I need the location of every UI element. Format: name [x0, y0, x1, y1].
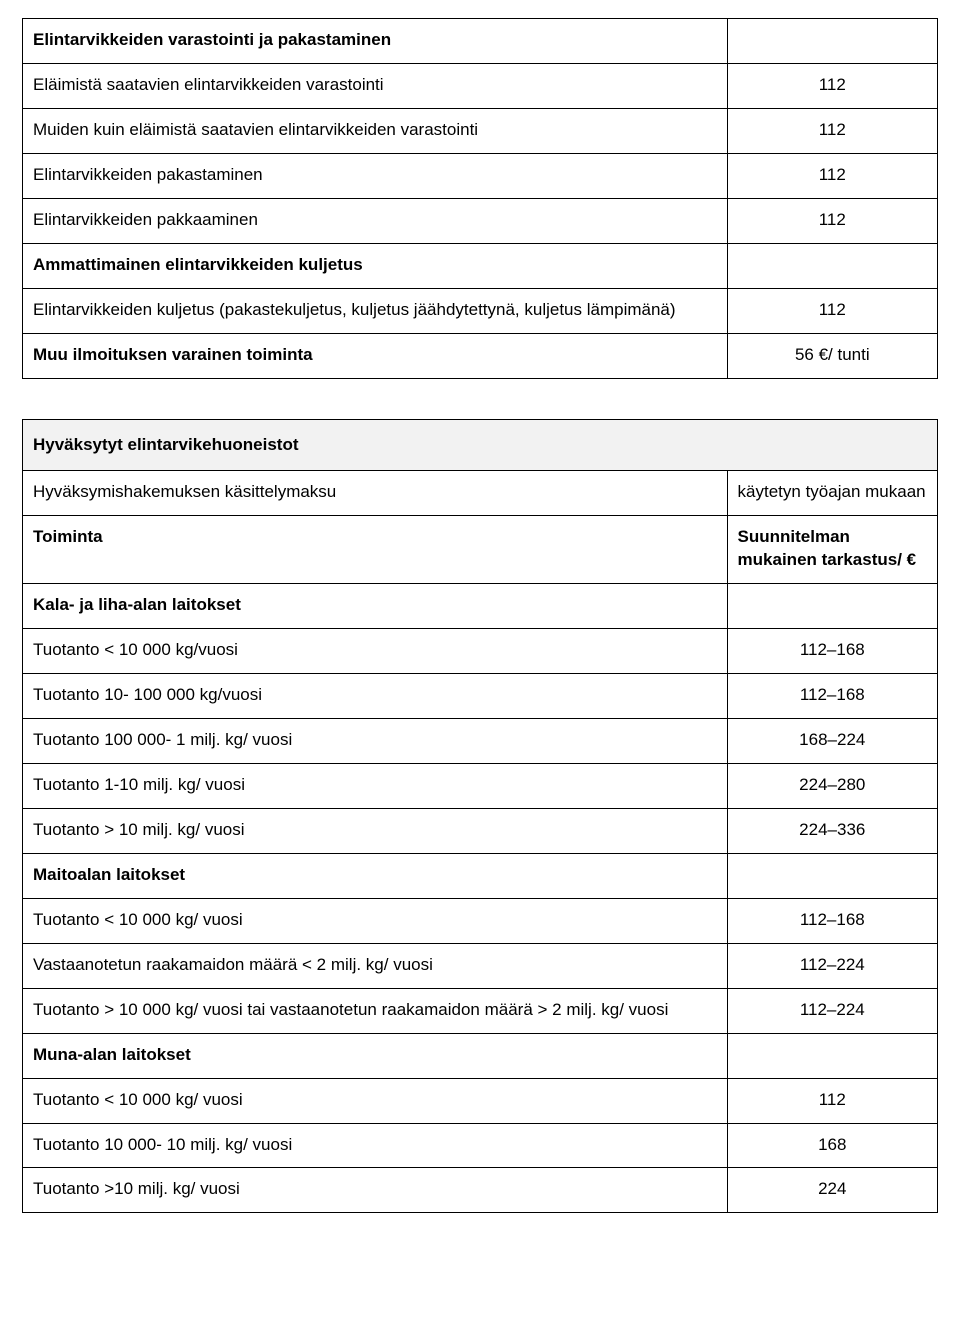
row-value: 112: [727, 108, 937, 153]
row-value: 224: [727, 1168, 937, 1213]
row-label: Hyväksymishakemuksen käsittelymaksu: [23, 471, 728, 516]
table-row: Toiminta Suunnitelman mukainen tarkastus…: [23, 516, 938, 584]
row-label: Tuotanto > 10 000 kg/ vuosi tai vastaano…: [23, 988, 728, 1033]
section-header: Elintarvikkeiden varastointi ja pakastam…: [23, 19, 728, 64]
table-row: Muu ilmoituksen varainen toiminta 56 €/ …: [23, 333, 938, 378]
table-row: Tuotanto 10- 100 000 kg/vuosi 112–168: [23, 674, 938, 719]
row-value: 112: [727, 153, 937, 198]
row-label: Tuotanto < 10 000 kg/vuosi: [23, 629, 728, 674]
table-row: Tuotanto 10 000- 10 milj. kg/ vuosi 168: [23, 1123, 938, 1168]
row-label: Tuotanto 100 000- 1 milj. kg/ vuosi: [23, 719, 728, 764]
table-row: Maitoalan laitokset: [23, 853, 938, 898]
row-value: käytetyn työajan mukaan: [727, 471, 937, 516]
row-label: Elintarvikkeiden kuljetus (pakastekuljet…: [23, 288, 728, 333]
row-label: Tuotanto 10- 100 000 kg/vuosi: [23, 674, 728, 719]
table-row: Hyväksytyt elintarvikehuoneistot: [23, 419, 938, 471]
table-row: Tuotanto 100 000- 1 milj. kg/ vuosi 168–…: [23, 719, 938, 764]
row-label: Tuotanto 10 000- 10 milj. kg/ vuosi: [23, 1123, 728, 1168]
row-label: Tuotanto < 10 000 kg/ vuosi: [23, 898, 728, 943]
row-label: Tuotanto > 10 milj. kg/ vuosi: [23, 808, 728, 853]
table-row: Tuotanto < 10 000 kg/ vuosi 112: [23, 1078, 938, 1123]
subsection-header: Muna-alan laitokset: [23, 1033, 728, 1078]
section-header: Ammattimainen elintarvikkeiden kuljetus: [23, 243, 728, 288]
row-label: Tuotanto >10 milj. kg/ vuosi: [23, 1168, 728, 1213]
table-row: Tuotanto >10 milj. kg/ vuosi 224: [23, 1168, 938, 1213]
row-value: 112: [727, 198, 937, 243]
subsection-header: Maitoalan laitokset: [23, 853, 728, 898]
table-row: Vastaanotetun raakamaidon määrä < 2 milj…: [23, 943, 938, 988]
row-value: 112: [727, 1078, 937, 1123]
table-row: Tuotanto < 10 000 kg/vuosi 112–168: [23, 629, 938, 674]
empty-cell: [727, 243, 937, 288]
row-label: Muiden kuin eläimistä saatavien elintarv…: [23, 108, 728, 153]
table-row: Elintarvikkeiden pakkaaminen 112: [23, 198, 938, 243]
row-label: Tuotanto < 10 000 kg/ vuosi: [23, 1078, 728, 1123]
table-storage-transport: Elintarvikkeiden varastointi ja pakastam…: [22, 18, 938, 379]
table-header: Hyväksytyt elintarvikehuoneistot: [23, 419, 938, 471]
row-value: 168–224: [727, 719, 937, 764]
row-value: 112–224: [727, 943, 937, 988]
table-row: Tuotanto > 10 000 kg/ vuosi tai vastaano…: [23, 988, 938, 1033]
table-row: Elintarvikkeiden pakastaminen 112: [23, 153, 938, 198]
row-value: 112–168: [727, 674, 937, 719]
table-row: Tuotanto 1-10 milj. kg/ vuosi 224–280: [23, 764, 938, 809]
row-value: Suunnitelman mukainen tarkastus/ €: [727, 516, 937, 584]
row-label: Eläimistä saatavien elintarvikkeiden var…: [23, 63, 728, 108]
row-value: 168: [727, 1123, 937, 1168]
table-row: Elintarvikkeiden varastointi ja pakastam…: [23, 19, 938, 64]
table-row: Tuotanto > 10 milj. kg/ vuosi 224–336: [23, 808, 938, 853]
spacer: [22, 379, 938, 419]
table-row: Elintarvikkeiden kuljetus (pakastekuljet…: [23, 288, 938, 333]
row-label: Tuotanto 1-10 milj. kg/ vuosi: [23, 764, 728, 809]
empty-cell: [727, 1033, 937, 1078]
row-label: Vastaanotetun raakamaidon määrä < 2 milj…: [23, 943, 728, 988]
empty-cell: [727, 853, 937, 898]
subsection-header: Kala- ja liha-alan laitokset: [23, 584, 728, 629]
table-row: Tuotanto < 10 000 kg/ vuosi 112–168: [23, 898, 938, 943]
row-value: 112–168: [727, 629, 937, 674]
table-row: Muna-alan laitokset: [23, 1033, 938, 1078]
table-row: Ammattimainen elintarvikkeiden kuljetus: [23, 243, 938, 288]
row-value: 56 €/ tunti: [727, 333, 937, 378]
row-value: 112: [727, 63, 937, 108]
table-row: Hyväksymishakemuksen käsittelymaksu käyt…: [23, 471, 938, 516]
table-approved-premises: Hyväksytyt elintarvikehuoneistot Hyväksy…: [22, 419, 938, 1214]
row-value: 224–336: [727, 808, 937, 853]
row-label: Elintarvikkeiden pakastaminen: [23, 153, 728, 198]
empty-cell: [727, 584, 937, 629]
empty-cell: [727, 19, 937, 64]
row-value: 112–168: [727, 898, 937, 943]
table-row: Kala- ja liha-alan laitokset: [23, 584, 938, 629]
row-value: 112–224: [727, 988, 937, 1033]
row-value: 112: [727, 288, 937, 333]
row-label: Elintarvikkeiden pakkaaminen: [23, 198, 728, 243]
table-row: Muiden kuin eläimistä saatavien elintarv…: [23, 108, 938, 153]
row-label: Muu ilmoituksen varainen toiminta: [23, 333, 728, 378]
table-row: Eläimistä saatavien elintarvikkeiden var…: [23, 63, 938, 108]
row-label: Toiminta: [23, 516, 728, 584]
row-value: 224–280: [727, 764, 937, 809]
